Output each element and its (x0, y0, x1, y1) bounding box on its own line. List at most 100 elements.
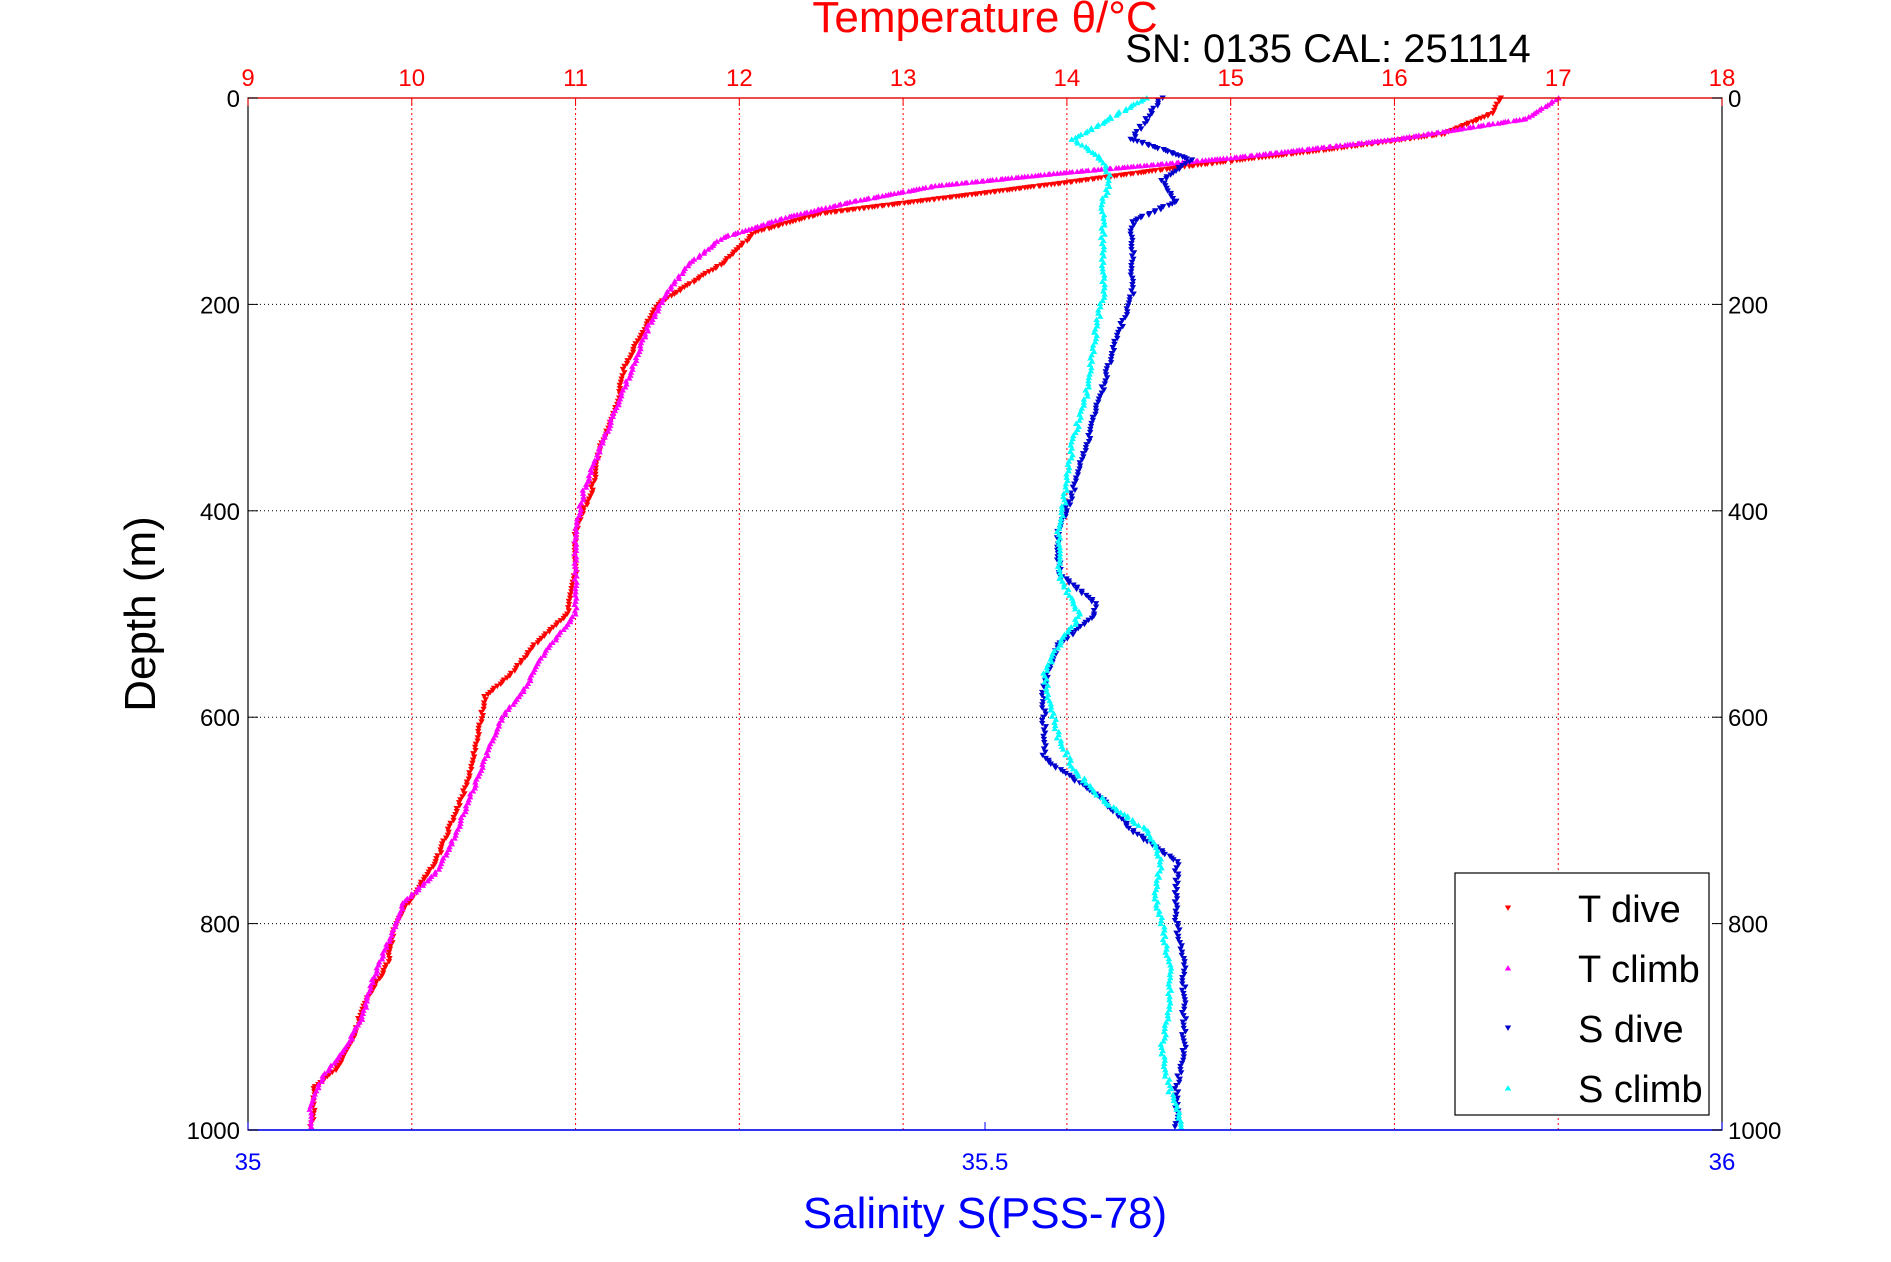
data-point-marker (627, 369, 635, 375)
data-point-marker (1090, 167, 1097, 173)
data-point-marker (383, 941, 390, 947)
data-point-marker (1173, 886, 1181, 893)
data-point-marker (1179, 978, 1186, 984)
data-point-marker (1113, 332, 1121, 339)
data-point-marker (1178, 952, 1185, 959)
data-point-marker (1044, 691, 1052, 698)
data-point-marker (1085, 617, 1092, 624)
data-point-marker (1088, 126, 1095, 133)
data-point-marker (568, 582, 576, 589)
data-point-marker (1065, 467, 1072, 474)
data-point-marker (1090, 329, 1098, 335)
data-point-marker (1047, 704, 1055, 710)
data-point-marker (472, 779, 479, 785)
data-point-marker (557, 618, 564, 624)
data-point-marker (587, 466, 594, 473)
data-point-marker (1122, 107, 1129, 113)
data-point-marker (1039, 689, 1046, 696)
data-point-marker (927, 184, 934, 190)
data-point-marker (1172, 168, 1180, 175)
data-point-marker (1071, 778, 1078, 784)
data-point-marker (1134, 170, 1142, 177)
data-point-marker (1170, 857, 1177, 863)
data-point-marker (1165, 1088, 1172, 1095)
data-point-marker (340, 1054, 347, 1060)
data-point-marker (585, 472, 593, 478)
data-point-marker (1068, 455, 1075, 461)
data-point-marker (1169, 1091, 1177, 1098)
data-point-marker (573, 595, 580, 601)
data-point-marker (857, 197, 864, 203)
data-point-marker (1141, 121, 1149, 127)
data-point-marker (1102, 192, 1109, 198)
data-point-marker (1047, 707, 1054, 713)
data-point-marker (1039, 699, 1047, 705)
data-point-marker (560, 626, 567, 633)
data-point-marker (463, 782, 471, 788)
data-point-marker (592, 474, 599, 481)
data-point-marker (478, 709, 485, 716)
data-point-marker (325, 1067, 332, 1074)
data-point-marker (765, 226, 773, 232)
data-point-marker (684, 262, 692, 269)
data-point-marker (1040, 746, 1048, 752)
data-point-marker (1048, 658, 1055, 665)
data-point-marker (1172, 1121, 1179, 1127)
data-point-marker (1492, 104, 1499, 111)
data-point-marker (471, 754, 478, 760)
data-point-marker (1354, 140, 1361, 147)
data-point-marker (546, 629, 553, 635)
data-point-marker (1097, 393, 1104, 399)
data-point-marker (468, 763, 475, 770)
data-point-marker (474, 738, 481, 744)
data-point-marker (431, 871, 438, 877)
data-point-marker (1176, 1076, 1183, 1083)
data-point-marker (1099, 120, 1107, 126)
data-point-marker (1074, 613, 1082, 620)
data-point-marker (1123, 815, 1131, 821)
data-point-marker (1147, 162, 1155, 168)
data-point-marker (1085, 594, 1092, 601)
data-point-marker (1102, 372, 1110, 378)
data-point-marker (1107, 115, 1115, 121)
data-point-marker (1071, 487, 1079, 494)
data-point-marker (363, 995, 371, 1001)
data-point-marker (453, 808, 460, 815)
data-point-marker (1166, 1003, 1173, 1009)
data-point-marker (1079, 777, 1087, 784)
data-point-marker (1095, 307, 1102, 313)
data-point-marker (1154, 847, 1161, 853)
data-point-marker (1167, 1085, 1175, 1092)
data-point-marker (1085, 380, 1092, 387)
data-point-marker (1494, 120, 1502, 126)
data-point-marker (1098, 205, 1105, 211)
data-point-marker (634, 338, 641, 344)
data-point-marker (1129, 275, 1136, 282)
data-point-marker (1040, 714, 1047, 721)
data-point-marker (968, 179, 976, 185)
data-point-marker (456, 803, 463, 809)
data-point-marker (1182, 1016, 1190, 1022)
data-point-marker (1172, 883, 1179, 890)
data-point-marker (1100, 159, 1107, 166)
data-point-marker (378, 973, 386, 979)
data-point-marker (1012, 174, 1020, 181)
data-point-marker (1126, 297, 1133, 303)
data-point-marker (623, 360, 631, 367)
data-point-marker (1040, 727, 1048, 733)
data-point-marker (1056, 525, 1063, 531)
data-point-marker (470, 751, 477, 757)
data-point-marker (1161, 1060, 1168, 1066)
data-point-marker (1126, 104, 1134, 110)
data-point-marker (475, 732, 483, 738)
data-point-marker (1165, 981, 1172, 987)
data-point-marker (604, 428, 612, 434)
data-point-marker (764, 220, 771, 227)
temp-tick-label: 14 (1054, 65, 1081, 92)
data-point-marker (1172, 877, 1179, 884)
data-point-marker (1158, 914, 1166, 920)
data-point-marker (1164, 1009, 1171, 1016)
data-point-marker (797, 210, 805, 217)
data-point-marker (1181, 1041, 1188, 1048)
data-point-marker (1157, 1041, 1165, 1047)
